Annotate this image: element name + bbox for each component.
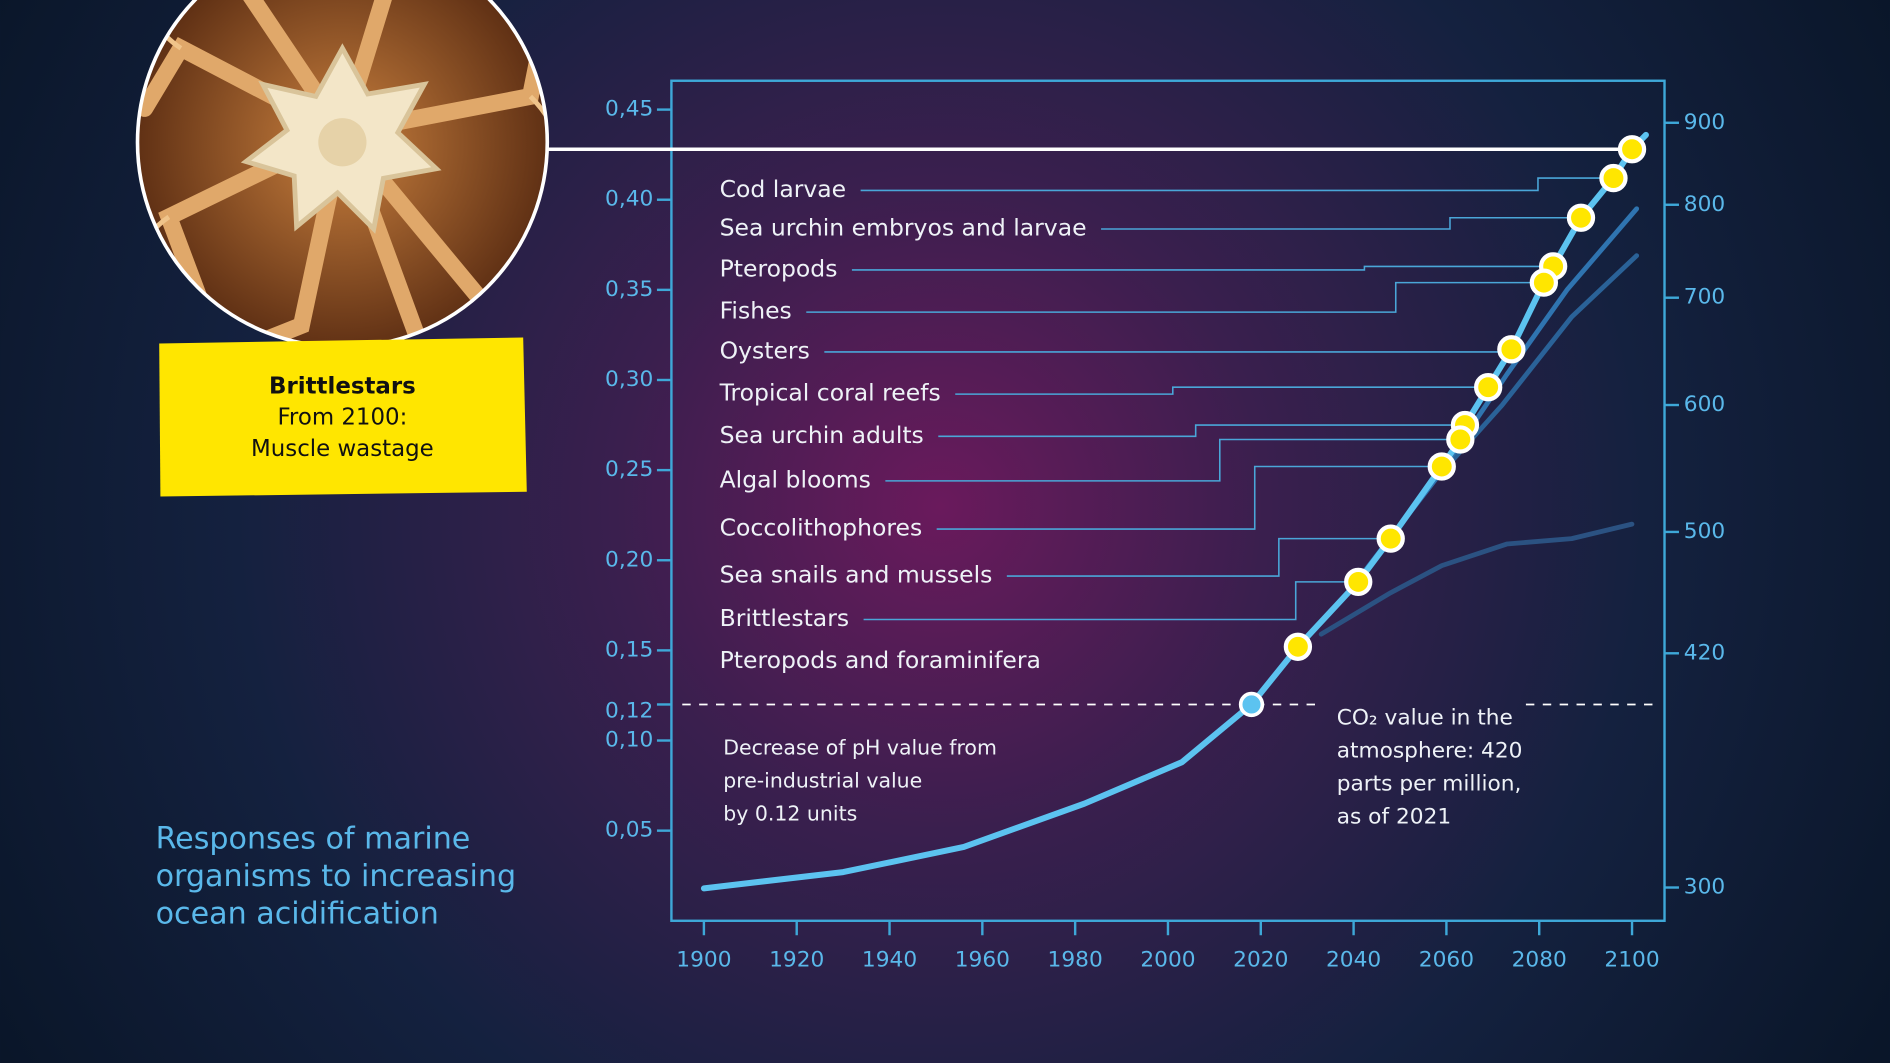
- x-tick-label: 2100: [1604, 948, 1659, 973]
- chart-title: ocean acidification: [156, 896, 439, 931]
- callout-box: [159, 337, 527, 497]
- leader-line: [1101, 216, 1572, 230]
- y2-tick-label: 300: [1684, 875, 1725, 900]
- annotation: Decrease of pH value from: [723, 735, 997, 759]
- point-label: Pteropods and foraminifera: [720, 646, 1041, 674]
- y-tick-label: 0,05: [605, 818, 653, 843]
- y-tick-label: 0,15: [605, 637, 653, 662]
- x-tick-label: 1980: [1048, 948, 1103, 973]
- callout-point: [1617, 135, 1647, 164]
- y-tick-label: 0,40: [605, 187, 653, 212]
- point-label: Sea snails and mussels: [720, 561, 993, 589]
- callout-text: Brittlestars: [269, 373, 416, 399]
- y-tick-label: 0,35: [605, 277, 653, 302]
- organism-point: [1474, 373, 1503, 402]
- organism-point: [1446, 425, 1475, 454]
- leader-line: [936, 465, 1433, 530]
- x-tick-label: 1900: [676, 948, 731, 973]
- y-tick-label: 0,20: [605, 547, 653, 572]
- point-label: Brittlestars: [720, 604, 850, 632]
- y2-tick-label: 800: [1684, 192, 1725, 217]
- organism-point: [1566, 203, 1596, 232]
- point-label: Sea urchin adults: [720, 421, 924, 449]
- y2-tick-label: 900: [1684, 110, 1725, 135]
- organism-point: [1599, 163, 1628, 193]
- x-tick-label: 1960: [955, 948, 1010, 973]
- leader-line: [955, 386, 1479, 395]
- leader-line: [1006, 537, 1382, 577]
- chart-title: Responses of marine: [156, 822, 471, 857]
- leader-line: [806, 281, 1535, 313]
- organism-point: [1283, 632, 1313, 661]
- y-tick-label: 0,12: [605, 699, 653, 724]
- organism-point: [1497, 335, 1526, 364]
- callout-text: Muscle wastage: [251, 436, 434, 462]
- point-label: Coccolithophores: [720, 514, 923, 542]
- callout-text: From 2100:: [277, 405, 407, 431]
- leader-line: [863, 581, 1349, 621]
- point-label: Oysters: [720, 336, 810, 364]
- chart-title: organisms to increasing: [156, 859, 516, 894]
- leader-line: [885, 438, 1451, 482]
- point-label: Algal blooms: [720, 465, 871, 493]
- x-tick-label: 2000: [1140, 948, 1195, 973]
- annotation: atmosphere: 420: [1337, 738, 1523, 763]
- y2-tick-label: 600: [1684, 392, 1725, 417]
- y2-tick-label: 500: [1684, 519, 1725, 544]
- y2-tick-label: 420: [1684, 640, 1725, 665]
- x-tick-label: 1940: [862, 948, 917, 973]
- y-tick-label: 0,25: [605, 457, 653, 482]
- annotation: CO₂ value in the: [1337, 705, 1513, 730]
- point-label: Tropical coral reefs: [719, 379, 941, 407]
- annotation: pre-industrial value: [723, 769, 922, 793]
- y2-tick-label: 700: [1684, 285, 1725, 310]
- point-label: Sea urchin embryos and larvae: [720, 213, 1087, 241]
- x-tick-label: 2040: [1326, 948, 1381, 973]
- organism-point: [1344, 567, 1373, 597]
- y-tick-label: 0,45: [605, 97, 653, 122]
- x-tick-label: 2060: [1419, 948, 1474, 973]
- y-tick-label: 0,30: [605, 367, 653, 392]
- organism-point: [1376, 524, 1405, 553]
- x-tick-label: 1920: [769, 948, 824, 973]
- x-tick-label: 2080: [1512, 948, 1567, 973]
- annotation: by 0.12 units: [723, 802, 857, 826]
- leader-line: [938, 424, 1456, 438]
- y-tick-label: 0,10: [605, 728, 653, 753]
- point-label: Cod larvae: [720, 175, 847, 203]
- leader-line: [851, 265, 1544, 271]
- organism-point: [1529, 268, 1559, 297]
- annotation: as of 2021: [1337, 805, 1451, 830]
- data-line: [1318, 521, 1635, 637]
- current-point: [1238, 691, 1265, 718]
- point-label: Fishes: [720, 297, 792, 325]
- organism-point: [1427, 452, 1456, 481]
- photo: [137, 0, 548, 348]
- leader-line: [860, 177, 1604, 192]
- x-tick-label: 2020: [1233, 948, 1288, 973]
- point-label: Pteropods: [720, 254, 838, 282]
- annotation: parts per million,: [1337, 772, 1522, 797]
